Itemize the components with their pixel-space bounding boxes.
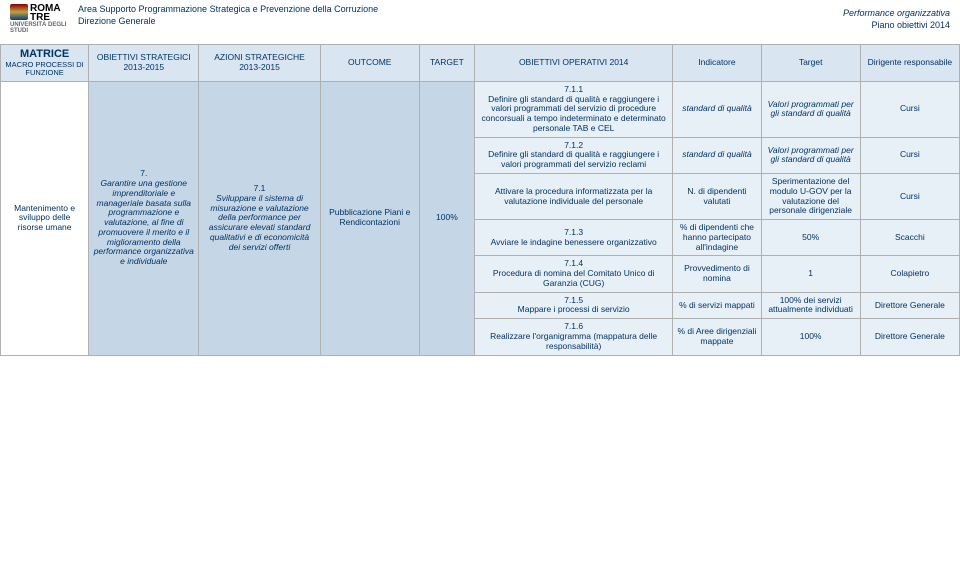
cell-dir: Colapietro bbox=[860, 256, 959, 292]
coat-of-arms-icon bbox=[10, 4, 28, 20]
objectives-table: MATRICE MACRO PROCESSI DI FUNZIONE OBIET… bbox=[0, 44, 960, 356]
cell-target1: 100% bbox=[419, 81, 474, 355]
cell-outcome: Pubblicazione Piani e Rendicontazioni bbox=[320, 81, 419, 355]
header-line1: Area Supporto Programmazione Strategica … bbox=[78, 4, 378, 16]
cell-op: 7.1.3 Avviare le indagine benessere orga… bbox=[474, 220, 672, 256]
table-header-row: MATRICE MACRO PROCESSI DI FUNZIONE OBIET… bbox=[1, 45, 960, 82]
cell-target2: 100% bbox=[761, 319, 860, 355]
cell-target2: Valori programmati per gli standard di q… bbox=[761, 81, 860, 137]
col-op2014: OBIETTIVI OPERATIVI 2014 bbox=[474, 45, 672, 82]
cell-indic: N. di dipendenti valutati bbox=[673, 174, 761, 220]
header-right1: Performance organizzativa bbox=[843, 8, 950, 20]
cell-op: 7.1.4 Procedura di nomina del Comitato U… bbox=[474, 256, 672, 292]
col-obiettivi: OBIETTIVI STRATEGICI 2013-2015 bbox=[89, 45, 199, 82]
header-titles: Area Supporto Programmazione Strategica … bbox=[78, 4, 378, 27]
header-right: Performance organizzativa Piano obiettiv… bbox=[843, 4, 950, 42]
cell-obiettivo: 7. Garantire una gestione imprenditorial… bbox=[89, 81, 199, 355]
header-left: ROMA TRE UNIVERSITÀ DEGLI STUDI Area Sup… bbox=[10, 4, 378, 42]
cell-op: 7.1.1 Definire gli standard di qualità e… bbox=[474, 81, 672, 137]
logo-subtitle: UNIVERSITÀ DEGLI STUDI bbox=[10, 22, 70, 34]
cell-op: 7.1.2 Definire gli standard di qualità e… bbox=[474, 137, 672, 173]
logo-tre: TRE bbox=[30, 13, 61, 22]
cell-target2: 1 bbox=[761, 256, 860, 292]
cell-dir: Direttore Generale bbox=[860, 292, 959, 319]
col-matrice: MATRICE MACRO PROCESSI DI FUNZIONE bbox=[1, 45, 89, 82]
cell-op: Attivare la procedura informatizzata per… bbox=[474, 174, 672, 220]
col-outcome: OUTCOME bbox=[320, 45, 419, 82]
header-line2: Direzione Generale bbox=[78, 16, 378, 28]
cell-dir: Direttore Generale bbox=[860, 319, 959, 355]
cell-dir: Cursi bbox=[860, 174, 959, 220]
cell-target2: Sperimentazione del modulo U-GOV per la … bbox=[761, 174, 860, 220]
cell-indic: % di servizi mappati bbox=[673, 292, 761, 319]
cell-target2: 50% bbox=[761, 220, 860, 256]
cell-matrice: Mantenimento e sviluppo delle risorse um… bbox=[1, 81, 89, 355]
cell-dir: Cursi bbox=[860, 81, 959, 137]
col-target2: Target bbox=[761, 45, 860, 82]
col-dirigente: Dirigente responsabile bbox=[860, 45, 959, 82]
col-indicatore: Indicatore bbox=[673, 45, 761, 82]
page-header: ROMA TRE UNIVERSITÀ DEGLI STUDI Area Sup… bbox=[0, 0, 960, 44]
cell-target2: 100% dei servizi attualmente individuati bbox=[761, 292, 860, 319]
cell-op: 7.1.6 Realizzare l'organigramma (mappatu… bbox=[474, 319, 672, 355]
cell-indic: % di Aree dirigenziali mappate bbox=[673, 319, 761, 355]
cell-azione: 7.1 Sviluppare il sistema di misurazione… bbox=[199, 81, 320, 355]
cell-indic: % di dipendenti che hanno partecipato al… bbox=[673, 220, 761, 256]
cell-dir: Scacchi bbox=[860, 220, 959, 256]
cell-op: 7.1.5 Mappare i processi di servizio bbox=[474, 292, 672, 319]
cell-indic: standard di qualità bbox=[673, 81, 761, 137]
col-azioni: AZIONI STRATEGICHE 2013-2015 bbox=[199, 45, 320, 82]
table-row: Mantenimento e sviluppo delle risorse um… bbox=[1, 81, 960, 137]
col-target1: TARGET bbox=[419, 45, 474, 82]
cell-target2: Valori programmati per gli standard di q… bbox=[761, 137, 860, 173]
cell-indic: standard di qualità bbox=[673, 137, 761, 173]
cell-dir: Cursi bbox=[860, 137, 959, 173]
cell-indic: Provvedimento di nomina bbox=[673, 256, 761, 292]
university-logo: ROMA TRE UNIVERSITÀ DEGLI STUDI bbox=[10, 4, 70, 38]
header-right2: Piano obiettivi 2014 bbox=[843, 20, 950, 32]
